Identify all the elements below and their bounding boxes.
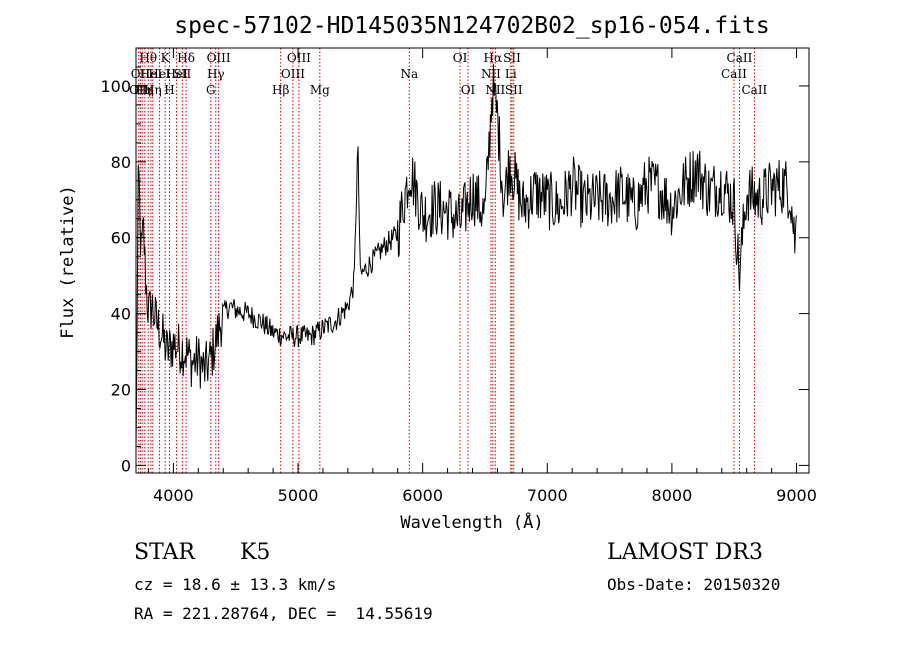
obs-date: Obs-Date: 20150320 bbox=[607, 575, 781, 594]
x-tick-label: 9000 bbox=[776, 486, 817, 505]
x-tick-label: 5000 bbox=[278, 486, 319, 505]
line-label: NII bbox=[481, 67, 501, 81]
flux-series bbox=[135, 64, 797, 450]
x-tick-label: 6000 bbox=[402, 486, 443, 505]
y-axis-label: Flux (relative) bbox=[58, 185, 78, 339]
line-label: OI bbox=[453, 51, 468, 65]
line-label: Mg bbox=[310, 83, 330, 97]
line-label: Hβ bbox=[272, 83, 289, 97]
y-tick-label: 80 bbox=[111, 153, 131, 172]
line-label: OIII bbox=[281, 67, 305, 81]
x-tick-label: 8000 bbox=[652, 486, 693, 505]
line-label: Hη bbox=[133, 83, 151, 97]
line-label: Hγ bbox=[207, 67, 225, 81]
line-label: CaII bbox=[741, 83, 767, 97]
survey-name: LAMOST DR3 bbox=[607, 540, 763, 565]
coordinates: RA = 221.28764, DEC = 14.55619 bbox=[134, 604, 433, 623]
chart-title: spec-57102-HD145035N124702B02_sp16-054.f… bbox=[174, 13, 769, 39]
line-label: Na bbox=[400, 67, 418, 81]
line-label: OI bbox=[461, 83, 476, 97]
line-label: CaII bbox=[721, 67, 747, 81]
line-label: SII bbox=[505, 83, 523, 97]
line-label: Li bbox=[505, 67, 517, 81]
cz-value: cz = 18.6 ± 13.3 km/s bbox=[134, 575, 337, 594]
line-label: SII bbox=[503, 51, 521, 65]
line-label: Hη bbox=[144, 83, 162, 97]
spectral-line-markers: OIIOIIHηHηHθHeIHηHeIKHHeISIIHδGHγOIIIHβO… bbox=[129, 48, 768, 473]
line-label: H bbox=[164, 83, 174, 97]
subclass: K5 bbox=[240, 540, 271, 565]
line-label: Hθ bbox=[139, 51, 157, 65]
line-label: CaII bbox=[727, 51, 753, 65]
x-axis-label: Wavelength (Å) bbox=[400, 511, 543, 533]
line-label: Hα bbox=[484, 51, 503, 65]
line-label: Hδ bbox=[177, 51, 195, 65]
line-label: SII bbox=[174, 67, 192, 81]
y-tick-label: 0 bbox=[121, 456, 131, 475]
axes: 4000 5000 6000 7000 8000 9000 0 20 40 60 80 100 bbox=[100, 48, 817, 505]
line-label: K bbox=[161, 51, 171, 65]
x-tick-label: 4000 bbox=[153, 486, 194, 505]
x-tick-label: 7000 bbox=[527, 486, 568, 505]
object-class: STAR bbox=[134, 540, 195, 565]
line-label: OIII bbox=[287, 51, 311, 65]
plot-frame bbox=[135, 47, 810, 474]
y-tick-label: 60 bbox=[111, 229, 131, 248]
y-tick-label: 100 bbox=[100, 77, 131, 96]
y-tick-label: 40 bbox=[111, 305, 131, 324]
line-label: G bbox=[206, 83, 216, 97]
line-label: Hη bbox=[136, 83, 154, 97]
line-label: OII bbox=[129, 83, 149, 97]
line-label: OIII bbox=[207, 51, 231, 65]
line-label: HeI bbox=[140, 67, 163, 81]
flux-line bbox=[135, 64, 797, 450]
y-tick-label: 20 bbox=[111, 381, 131, 400]
